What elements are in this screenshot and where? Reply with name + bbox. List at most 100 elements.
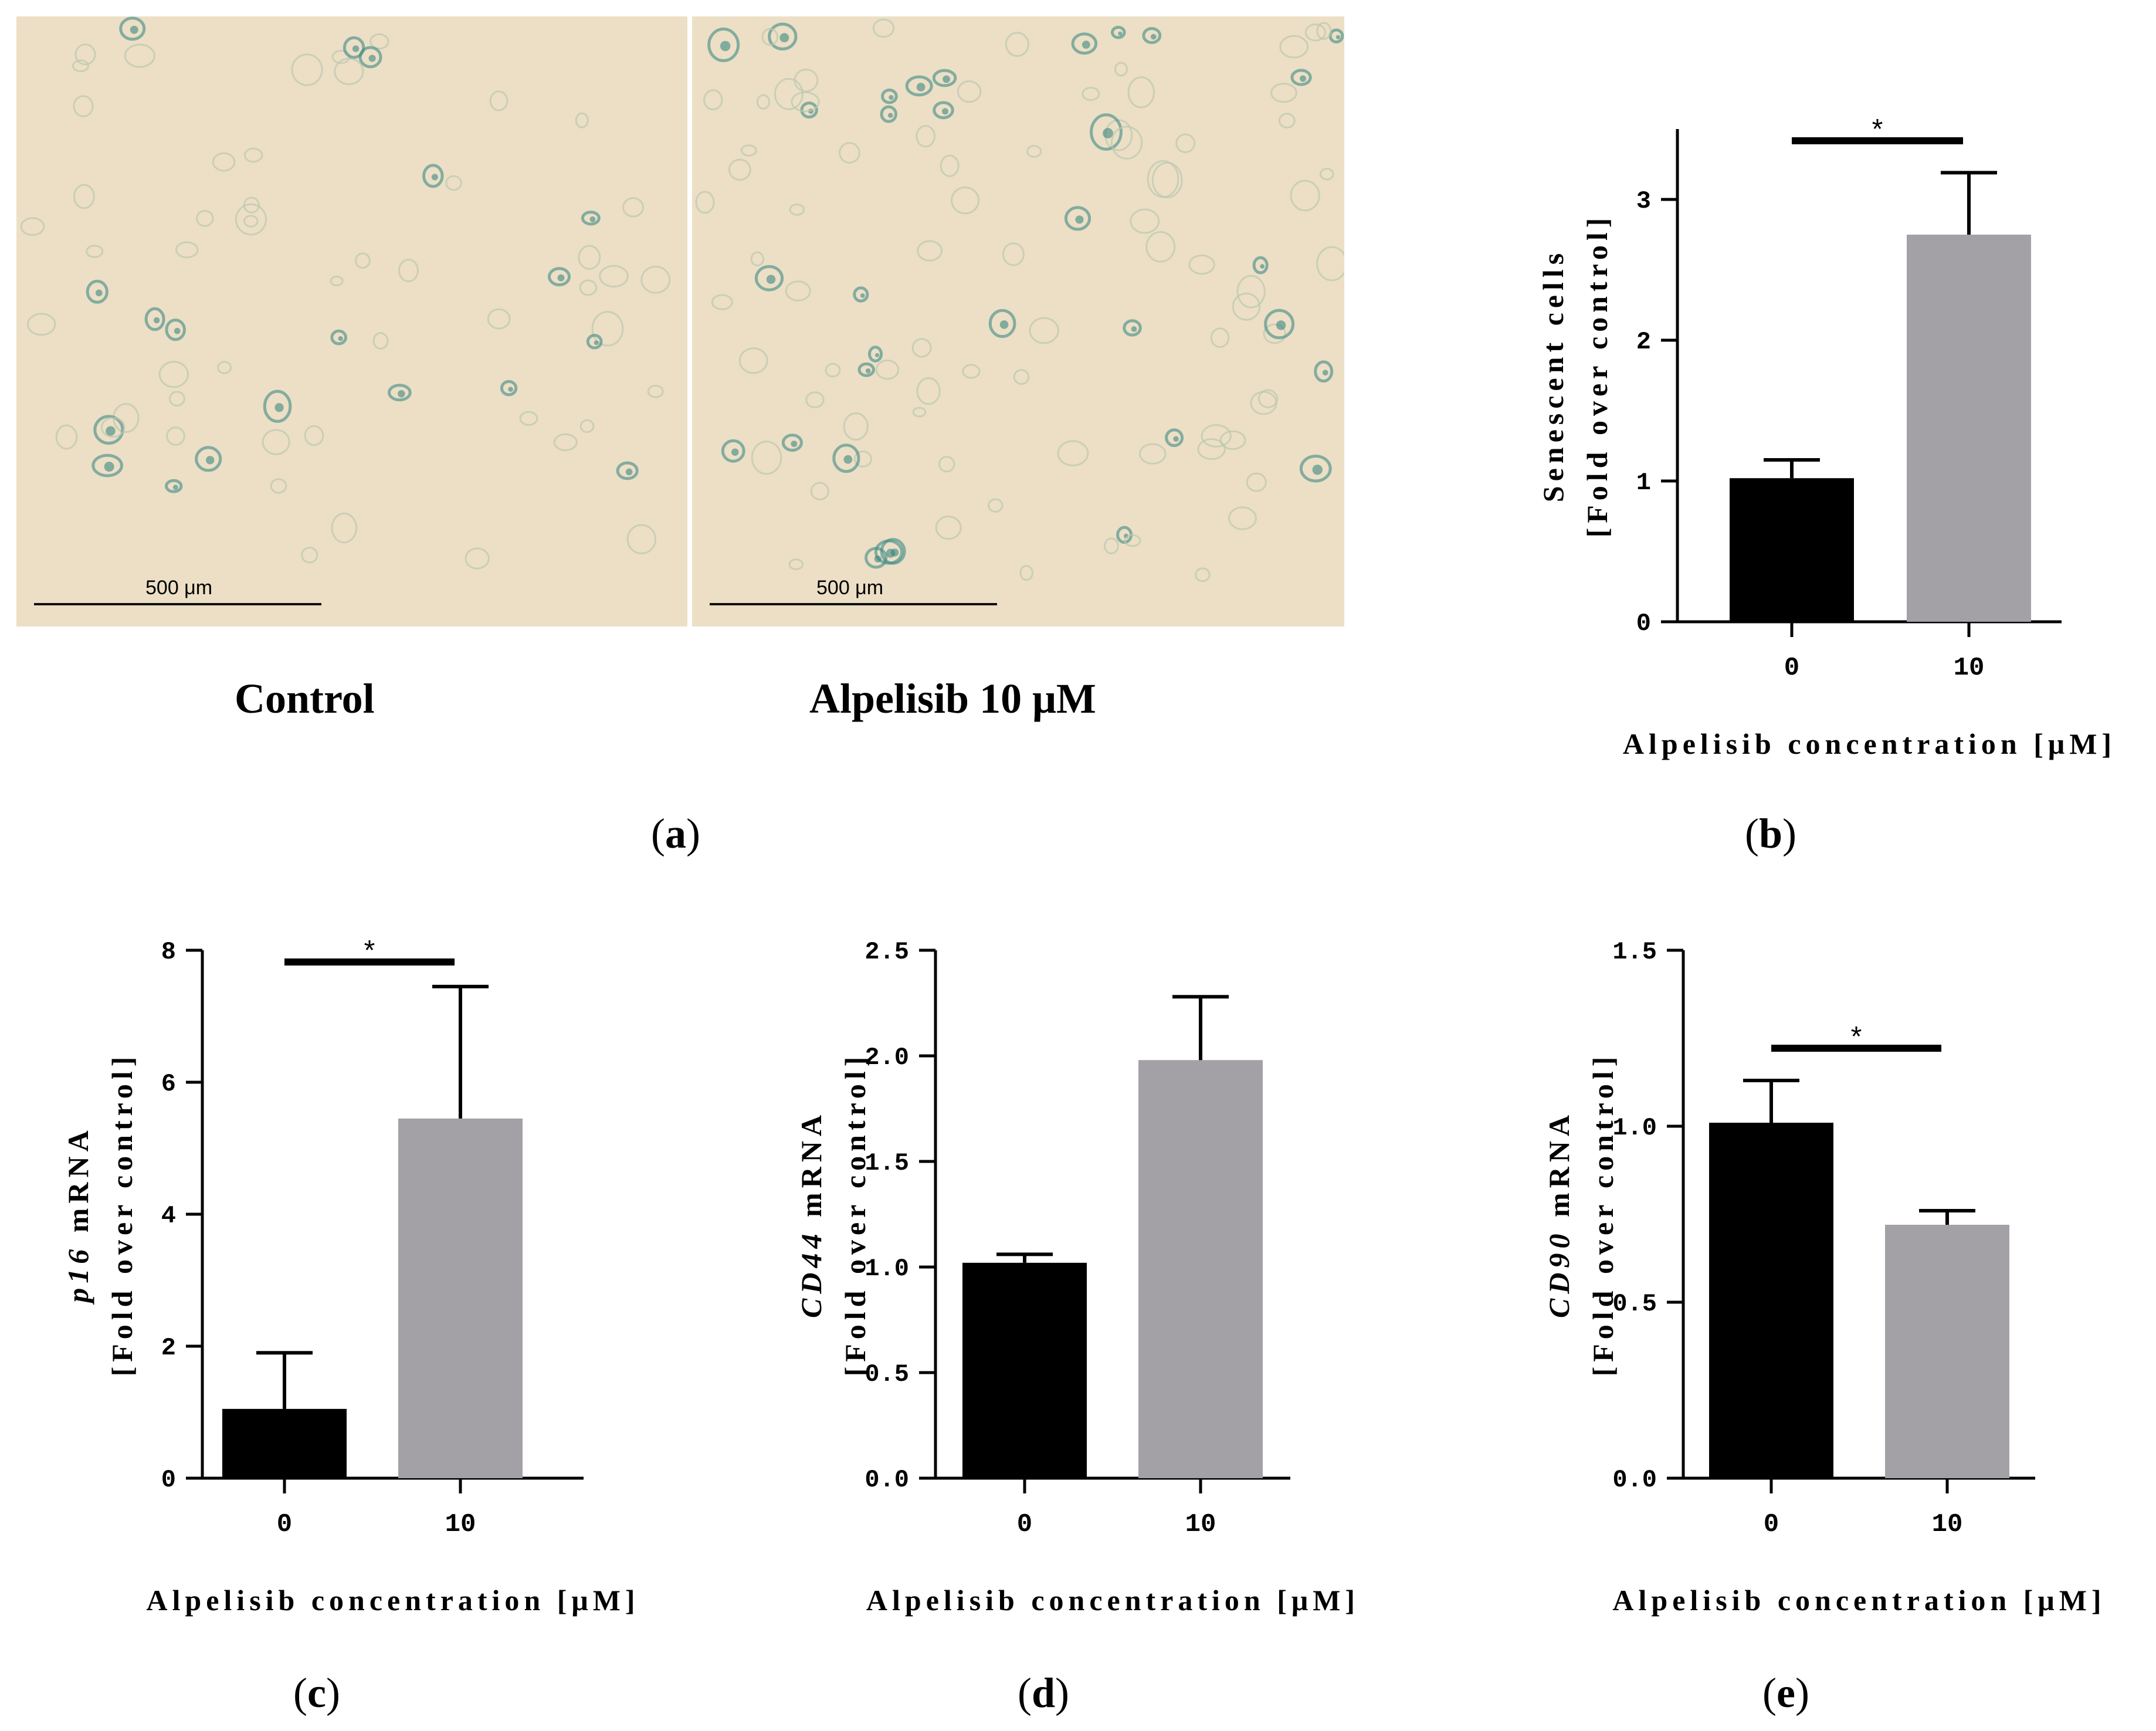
cell-mark — [853, 450, 873, 468]
cell-stain — [889, 95, 894, 100]
cell-mark — [301, 547, 318, 564]
panel-label-e: (e) — [1762, 1669, 1809, 1716]
cell-mark — [331, 512, 358, 544]
cell-mark — [500, 380, 518, 397]
y-tick-label: 0 — [1636, 609, 1651, 638]
cell-mark — [1110, 26, 1126, 39]
y-axis-label-line2: [Fold over control] — [1587, 1052, 1619, 1377]
cell-mark — [1236, 275, 1266, 309]
cell-mark — [579, 279, 598, 296]
x-tick-label: 10 — [445, 1510, 476, 1539]
cell-mark — [387, 384, 412, 402]
cell-mark — [1319, 168, 1334, 181]
significance-mark: * — [1851, 1021, 1862, 1052]
cell-mark — [243, 147, 263, 163]
cell-mark — [93, 415, 124, 445]
cell-mark — [1145, 231, 1176, 263]
cell-stain — [731, 448, 739, 456]
micrograph-alpelisib: 500 μm — [692, 16, 1344, 626]
cell-mark — [794, 69, 819, 93]
cell-mark — [73, 95, 94, 117]
y-tick-label: 0.0 — [865, 1466, 909, 1494]
cell-mark — [72, 59, 89, 73]
cell-mark — [55, 424, 78, 450]
cell-mark — [26, 313, 56, 336]
cell-stain — [104, 462, 114, 472]
cell-mark — [304, 425, 324, 446]
y-tick-label: 1.0 — [1612, 1114, 1657, 1142]
cell-mark — [1142, 27, 1162, 45]
x-axis-label: Alpelisib concentration [μM] — [866, 1584, 1360, 1617]
cell-stain — [941, 108, 949, 115]
y-tick-label: 6 — [161, 1070, 176, 1098]
x-axis-label: Alpelisib concentration [μM] — [1612, 1584, 2106, 1617]
chart-b: 0 1 2 3 0 10 * Alpelisib concentration [μM] Sene… — [1466, 70, 2156, 774]
stained-cells — [20, 16, 671, 570]
cell-mark — [1064, 206, 1091, 231]
y-tick-label: 0.5 — [865, 1360, 909, 1388]
cell-mark — [398, 259, 419, 283]
cell-mark — [586, 334, 603, 350]
cell-mark — [330, 275, 344, 287]
panel-letter: e — [1776, 1669, 1795, 1716]
cell-stain — [368, 55, 376, 62]
cell-stain — [1103, 128, 1113, 138]
cell-mark — [781, 433, 803, 452]
cell-mark — [695, 191, 715, 214]
cell-mark — [865, 547, 888, 569]
caption-control: Control — [235, 675, 375, 722]
cell-mark — [935, 516, 962, 540]
cell-mark — [728, 158, 751, 181]
cell-mark — [465, 547, 490, 570]
y-tick-label: 2.0 — [865, 1044, 909, 1072]
cell-mark — [1130, 208, 1160, 234]
y-tick-label: 0.0 — [1612, 1466, 1657, 1494]
y-tick-label: 4 — [161, 1202, 176, 1230]
cell-mark — [166, 426, 185, 446]
scale-bar-label: 500 μm — [145, 577, 212, 599]
cell-mark — [553, 433, 578, 452]
cell-mark — [578, 245, 601, 270]
cell-stain — [431, 174, 438, 181]
cell-mark — [1175, 133, 1196, 153]
panel-letter: d — [1031, 1669, 1056, 1716]
cell-mark — [839, 142, 860, 164]
cell-mark — [1279, 35, 1309, 59]
bar — [1709, 1123, 1833, 1478]
panel-letter: b — [1758, 810, 1783, 857]
cell-stain — [625, 468, 633, 476]
cell-mark — [354, 252, 371, 269]
cell-stain — [1082, 40, 1090, 49]
cell-stain — [594, 340, 599, 345]
cell-stain — [1276, 320, 1286, 330]
cell-mark — [1188, 254, 1215, 275]
y-axis-label-line2: [Fold over control] — [839, 1052, 872, 1377]
cell-mark — [519, 411, 538, 426]
cell-mark — [445, 175, 462, 191]
cell-stain — [720, 40, 731, 52]
cell-stain — [174, 327, 181, 334]
cell-mark — [579, 419, 595, 433]
cell-mark — [487, 308, 511, 330]
chart-d-svg: 0.0 0.5 1.0 1.5 2.0 2.5 0 10 Alpelisib concentra… — [795, 938, 1360, 1617]
y-axis-label: p16 mRNA [Fold over control] — [62, 1052, 138, 1377]
cell-stain — [1335, 35, 1341, 39]
cell-mark — [1290, 69, 1312, 86]
cell-mark — [1246, 472, 1267, 492]
cell-mark — [962, 364, 981, 379]
bar — [398, 1118, 523, 1478]
panel-label-b: (b) — [1745, 810, 1797, 857]
cell-mark — [916, 125, 935, 148]
cell-mark — [343, 36, 365, 59]
cell-mark — [791, 91, 820, 113]
cell-mark — [372, 332, 389, 350]
cell-mark — [1228, 506, 1257, 530]
cell-mark — [422, 164, 444, 188]
cell-mark — [235, 203, 267, 236]
cell-stain — [338, 336, 343, 341]
cell-mark — [1165, 428, 1184, 448]
cell-mark — [1057, 440, 1089, 466]
bar — [1138, 1060, 1263, 1478]
cell-mark — [1013, 369, 1030, 385]
cell-mark — [711, 294, 733, 310]
